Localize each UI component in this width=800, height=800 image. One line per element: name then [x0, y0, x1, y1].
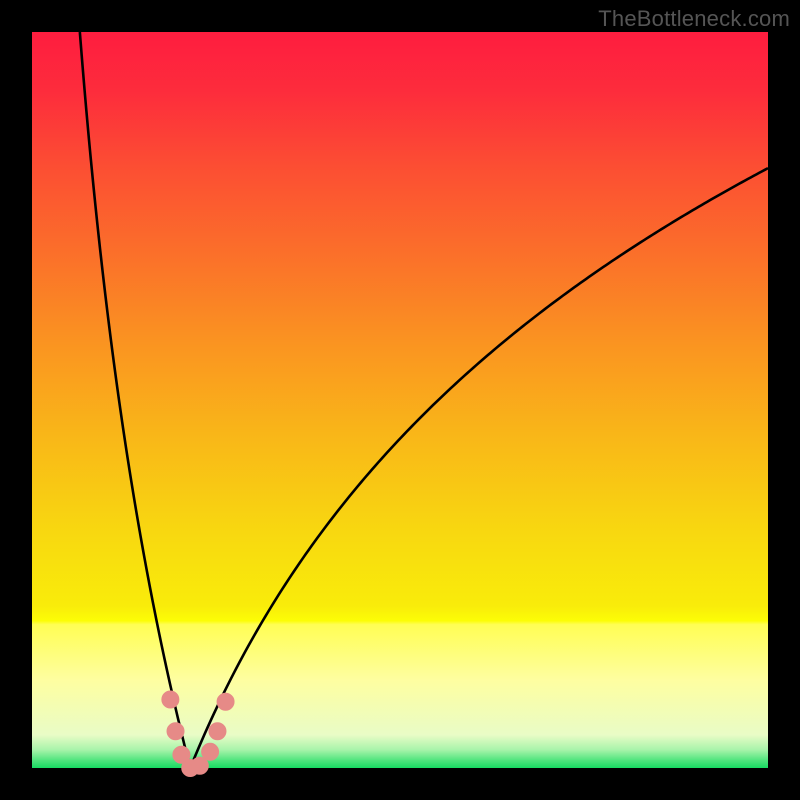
data-marker — [202, 743, 219, 760]
data-marker — [191, 757, 208, 774]
data-marker — [209, 723, 226, 740]
data-marker — [167, 723, 184, 740]
watermark-text: TheBottleneck.com — [598, 6, 790, 32]
chart-stage: TheBottleneck.com — [0, 0, 800, 800]
data-marker — [162, 691, 179, 708]
data-marker — [217, 693, 234, 710]
bottleneck-chart — [0, 0, 800, 800]
chart-background — [32, 32, 768, 768]
